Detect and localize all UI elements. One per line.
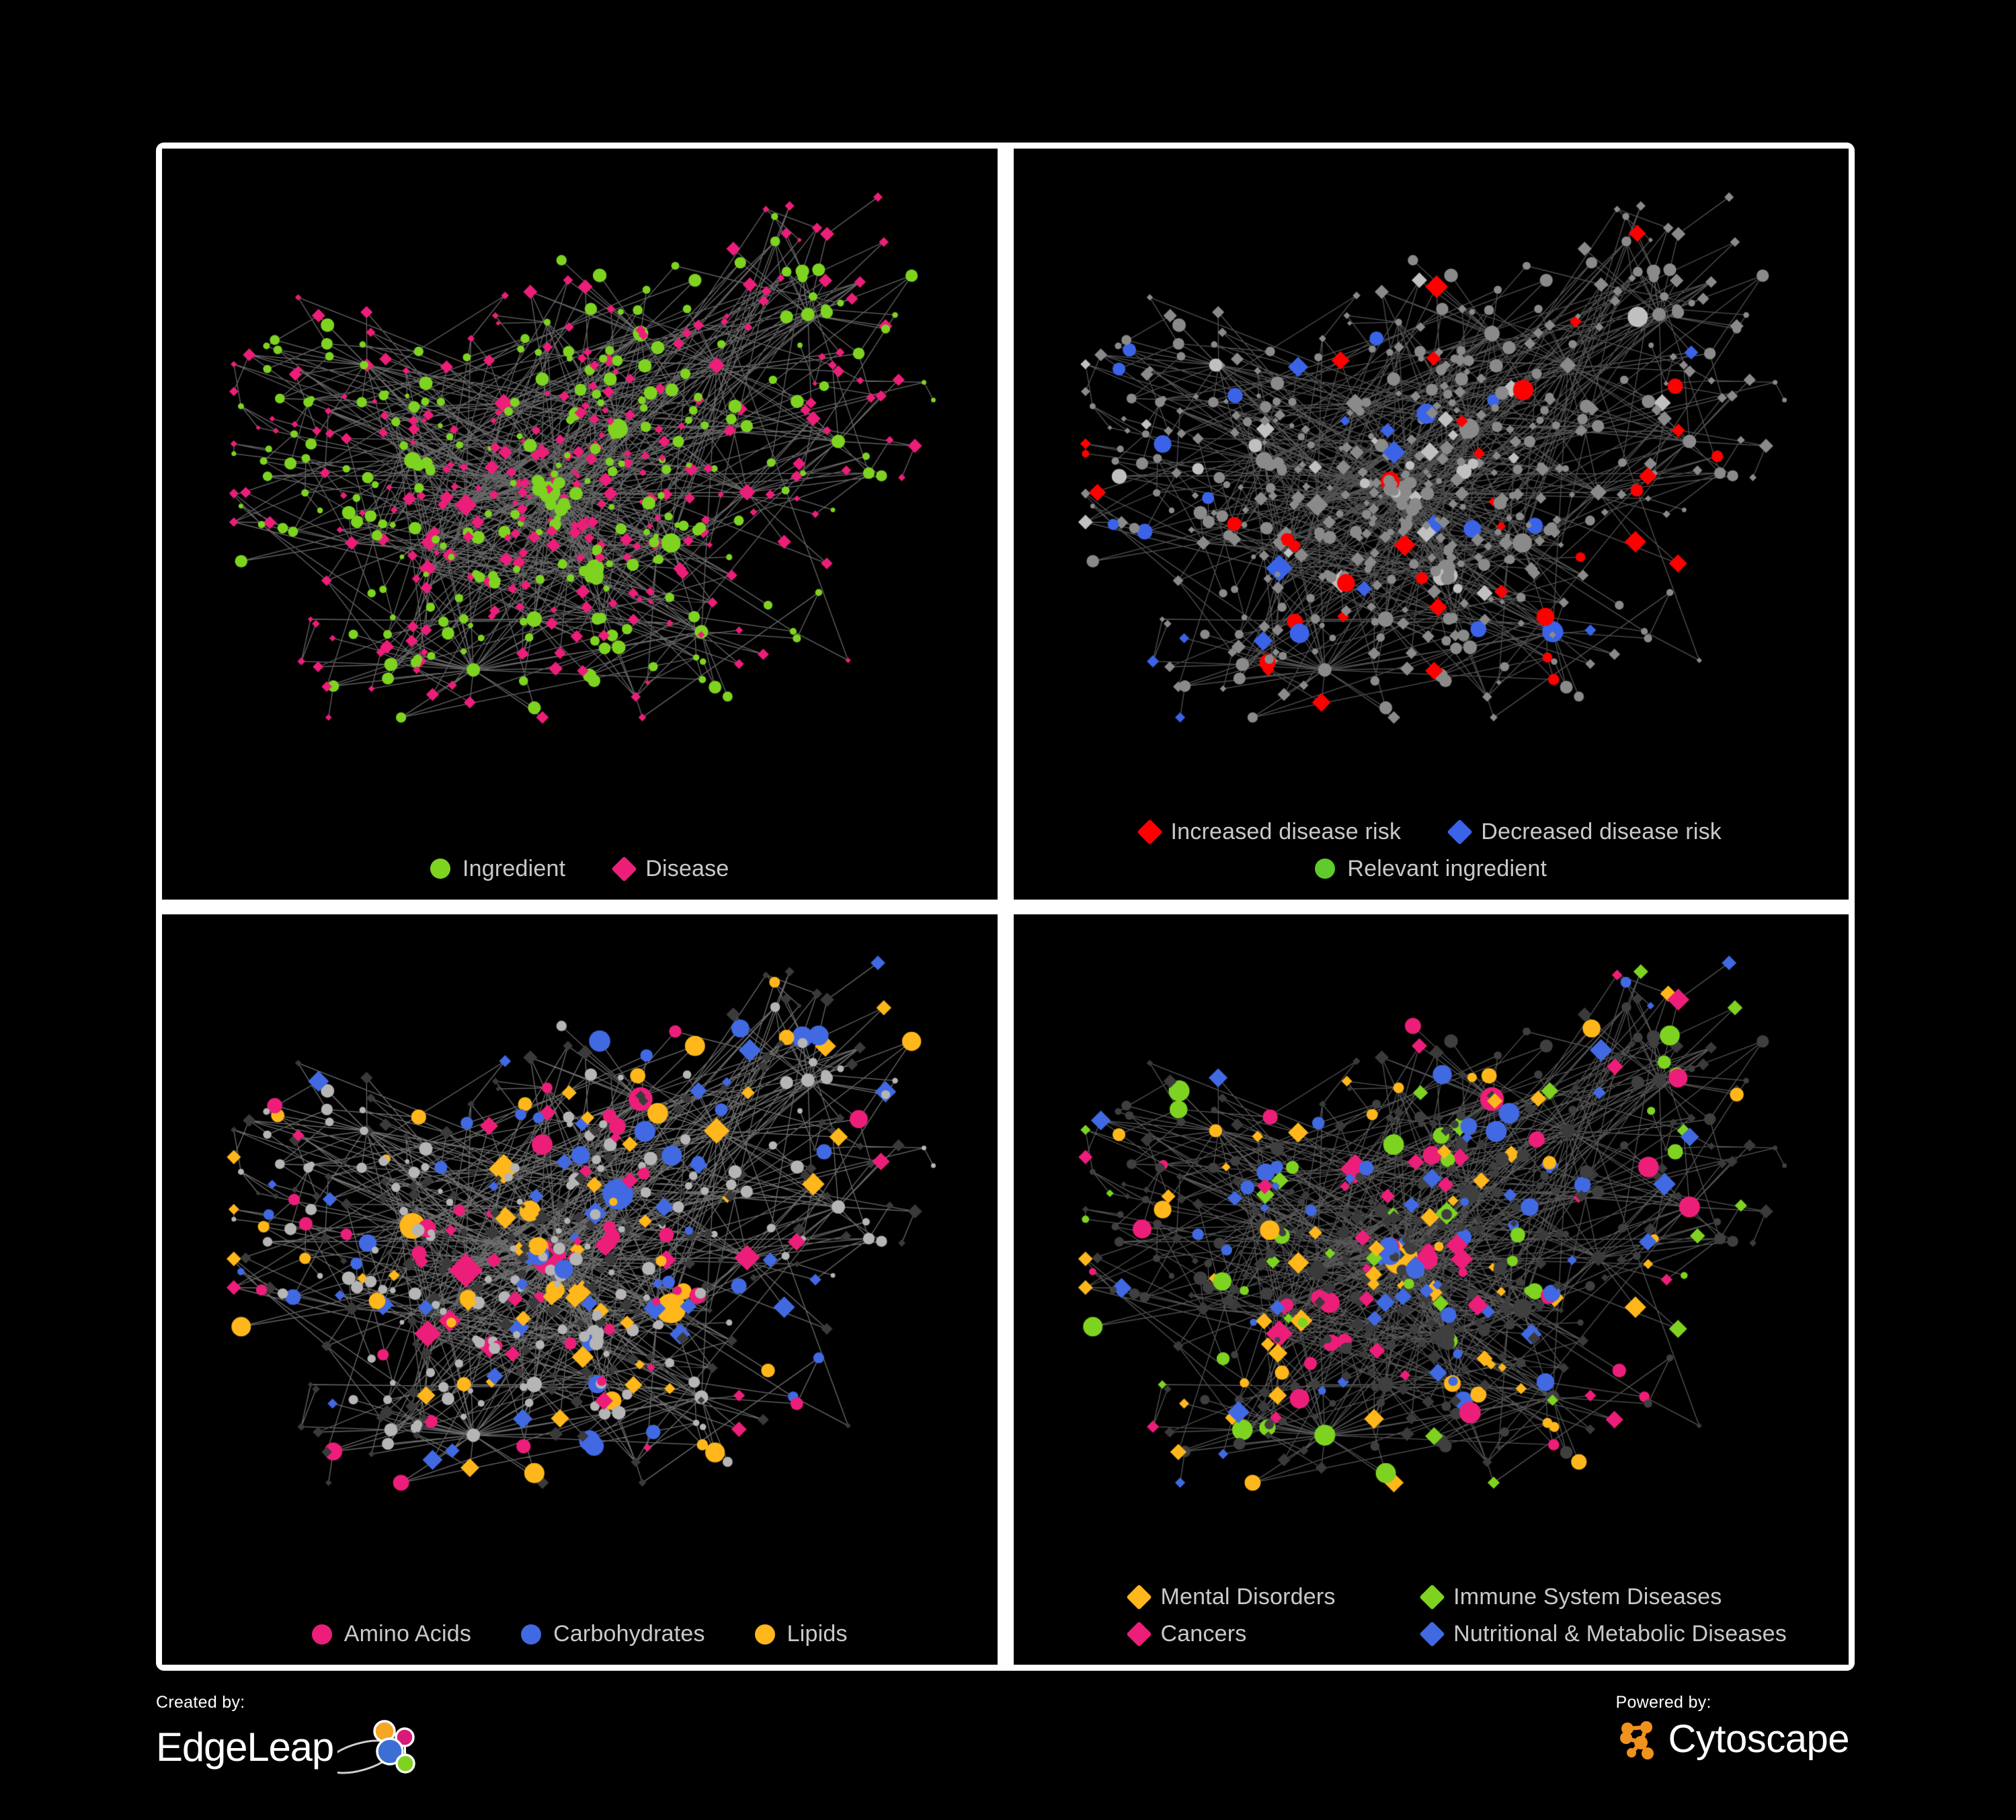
legend-label-increased-risk: Increased disease risk — [1170, 818, 1402, 844]
legend-item-ingredient[interactable]: Ingredient — [430, 856, 565, 882]
cytoscape-logo-row: Cytoscape — [1615, 1715, 1849, 1764]
legend-item-carbohydrates[interactable]: Carbohydrates — [521, 1621, 705, 1647]
ingredient-circle-icon — [430, 859, 450, 879]
legend-ingredient-classes: Amino Acids Carbohydrates Lipids — [162, 1621, 998, 1647]
nutritional-metabolic-diseases-diamond-icon — [1419, 1621, 1445, 1647]
created-by-caption: Created by: — [156, 1693, 245, 1712]
legend-item-mental-disorders[interactable]: Mental Disorders — [1126, 1584, 1383, 1610]
legend-item-amino-acids[interactable]: Amino Acids — [311, 1621, 472, 1647]
disease-diamond-icon — [611, 855, 637, 882]
legend-label-amino-acids: Amino Acids — [344, 1621, 472, 1647]
legend-label-disease: Disease — [645, 855, 729, 881]
panel-ingredient-classes[interactable]: Amino Acids Carbohydrates Lipids — [162, 914, 998, 1665]
panel-disease-classes[interactable]: Mental Disorders Immune System Diseases … — [1013, 914, 1849, 1665]
legend-label-mental-disorders: Mental Disorders — [1160, 1584, 1336, 1610]
legend-item-immune-system-diseases[interactable]: Immune System Diseases — [1419, 1584, 1722, 1610]
cytoscape-node-mark — [1620, 1721, 1654, 1759]
cancers-diamond-icon — [1126, 1621, 1153, 1647]
powered-by-caption: Powered by: — [1615, 1693, 1711, 1712]
panel-disease-risk[interactable]: Increased disease risk Decreased disease… — [1013, 149, 1849, 900]
mental-disorders-diamond-icon — [1126, 1584, 1153, 1610]
network-canvas-disease-classes[interactable] — [1013, 914, 1849, 1665]
network-canvas-disease-risk[interactable] — [1013, 149, 1849, 900]
created-by-edgeleap[interactable]: Created by: EdgeLeap — [156, 1693, 418, 1780]
network-canvas-ingredient-classes[interactable] — [162, 914, 998, 1665]
network-canvas-ingredient-disease[interactable] — [162, 149, 998, 900]
legend-item-relevant-ingredient[interactable]: Relevant ingredient — [1315, 856, 1547, 882]
footer-branding: Created by: EdgeLeap Powered by: — [156, 1681, 1855, 1809]
legend-item-lipids[interactable]: Lipids — [754, 1621, 848, 1647]
lipids-circle-icon — [754, 1624, 775, 1645]
panel-grid: Ingredient Disease Increased disease ris… — [162, 149, 1849, 1665]
legend-item-cancers[interactable]: Cancers — [1126, 1621, 1383, 1647]
decreased-risk-diamond-icon — [1447, 818, 1473, 845]
legend-item-nutritional-metabolic-diseases[interactable]: Nutritional & Metabolic Diseases — [1419, 1621, 1787, 1647]
increased-risk-diamond-icon — [1136, 818, 1163, 845]
carbohydrates-circle-icon — [521, 1624, 542, 1645]
edgeleap-wordmark: EdgeLeap — [156, 1725, 334, 1770]
powered-by-cytoscape[interactable]: Powered by: — [1615, 1693, 1849, 1764]
legend-disease-risk: Increased disease risk Decreased disease… — [1014, 819, 1849, 882]
legend-label-immune-system-diseases: Immune System Diseases — [1453, 1584, 1722, 1610]
legend-label-carbohydrates: Carbohydrates — [553, 1621, 705, 1647]
legend-item-decreased-risk[interactable]: Decreased disease risk — [1447, 818, 1722, 845]
panel-horizontal-divider — [162, 899, 1849, 914]
legend-label-ingredient: Ingredient — [462, 855, 566, 881]
edgeleap-node-mark — [337, 1720, 415, 1774]
legend-label-cancers: Cancers — [1160, 1621, 1247, 1647]
legend-label-decreased-risk: Decreased disease risk — [1481, 818, 1722, 844]
legend-label-nutritional-metabolic-diseases: Nutritional & Metabolic Diseases — [1453, 1621, 1787, 1647]
legend-ingredient-disease: Ingredient Disease — [162, 856, 998, 882]
legend-item-disease[interactable]: Disease — [611, 855, 729, 882]
legend-item-increased-risk[interactable]: Increased disease risk — [1136, 818, 1402, 845]
relevant-ingredient-circle-icon — [1315, 859, 1336, 879]
edgeleap-logo-row: EdgeLeap — [156, 1715, 418, 1780]
legend-label-lipids: Lipids — [787, 1621, 848, 1647]
legend-label-relevant-ingredient: Relevant ingredient — [1347, 855, 1547, 881]
panel-ingredient-disease[interactable]: Ingredient Disease — [162, 149, 998, 900]
cytoscape-wordmark: Cytoscape — [1668, 1717, 1849, 1761]
legend-disease-classes: Mental Disorders Immune System Diseases … — [1126, 1584, 1787, 1647]
amino-acids-circle-icon — [311, 1624, 332, 1645]
immune-system-diseases-diamond-icon — [1419, 1584, 1445, 1610]
